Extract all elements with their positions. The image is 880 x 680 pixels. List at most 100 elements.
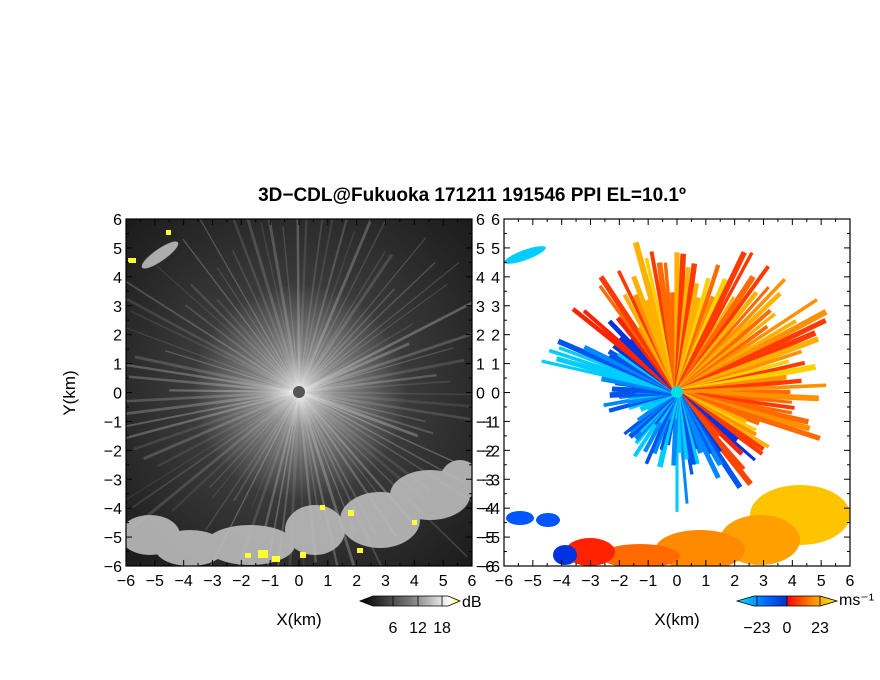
y-tick-label-right: 4 bbox=[476, 270, 485, 287]
reflectivity-ray bbox=[297, 219, 348, 393]
y-tick-label: −5 bbox=[104, 530, 122, 547]
x-tick-label: 1 bbox=[701, 573, 710, 590]
y-tick-label-right: −6 bbox=[476, 559, 494, 576]
x-tick-label: 3 bbox=[381, 573, 390, 590]
y-tick-label: 3 bbox=[491, 299, 500, 316]
reflectivity-ray bbox=[260, 222, 300, 393]
y-tick-label: 5 bbox=[113, 241, 122, 258]
strong-echo-spots bbox=[128, 230, 417, 562]
y-tick-label: 0 bbox=[113, 386, 122, 403]
y-tick-label: −6 bbox=[104, 559, 122, 576]
reflectivity-ray bbox=[126, 280, 300, 393]
x-tick-label: −6 bbox=[495, 573, 513, 590]
y-tick-label: −5 bbox=[482, 530, 500, 547]
reflectivity-ray bbox=[251, 391, 300, 508]
y-tick-label: 0 bbox=[491, 386, 500, 403]
reflectivity-ray bbox=[190, 283, 300, 393]
y-axis-title-left: Y(km) bbox=[60, 370, 79, 415]
reflectivity-ray bbox=[298, 390, 472, 408]
colorbar-tick-label: 23 bbox=[811, 620, 829, 637]
reflectivity-ray bbox=[298, 391, 434, 435]
reflectivity-ray bbox=[184, 304, 300, 393]
reflectivity-ray bbox=[298, 391, 472, 396]
velocity-rays bbox=[541, 241, 828, 512]
reflectivity-ray bbox=[266, 391, 300, 566]
y-tick-label: −3 bbox=[104, 472, 122, 489]
x-tick-label: −3 bbox=[203, 573, 221, 590]
reflectivity-ray bbox=[298, 390, 419, 438]
y-tick-label-right: 1 bbox=[476, 357, 485, 374]
reflectivity-ray bbox=[169, 389, 300, 394]
y-tick-label-right: 5 bbox=[476, 241, 485, 258]
x-tick-label: −3 bbox=[581, 573, 599, 590]
reflectivity-ray bbox=[298, 373, 437, 394]
reflectivity-ray bbox=[126, 363, 300, 394]
velocity-colorbar: −23 0 23 ms⁻¹ bbox=[735, 592, 874, 637]
y-tick-label: −2 bbox=[104, 443, 122, 460]
colorbar-unit-right: ms⁻¹ bbox=[839, 592, 874, 609]
x-tick-label: −1 bbox=[261, 573, 279, 590]
y-tick-label: 4 bbox=[113, 270, 122, 287]
x-axis-title-left: X(km) bbox=[276, 610, 321, 629]
reflectivity-ray bbox=[267, 219, 301, 393]
reflectivity-ray bbox=[126, 390, 300, 416]
y-tick-label: −1 bbox=[482, 414, 500, 431]
reflectivity-ray bbox=[133, 390, 300, 451]
y-tick-label: −4 bbox=[482, 501, 500, 518]
reflectivity-ray bbox=[263, 391, 301, 529]
y-tick-label-right: −4 bbox=[476, 501, 494, 518]
reflectivity-ray bbox=[297, 391, 356, 566]
y-tick-label-right: −3 bbox=[476, 472, 494, 489]
reflectivity-ray bbox=[143, 390, 300, 460]
colorbar-gradient-left bbox=[358, 595, 462, 607]
reflectivity-ray bbox=[298, 219, 324, 393]
y-tick-label: 5 bbox=[491, 241, 500, 258]
reflectivity-ray bbox=[297, 253, 394, 393]
chart-title: 3D−CDL@Fukuoka 171211 191546 PPI EL=10.1… bbox=[258, 185, 686, 206]
x-tick-label: −5 bbox=[524, 573, 542, 590]
reflectivity-ray bbox=[216, 267, 300, 393]
x-tick-label: 0 bbox=[295, 573, 304, 590]
reflectivity-ray bbox=[282, 226, 300, 393]
reflectivity-ray bbox=[205, 391, 300, 531]
reflectivity-ray bbox=[298, 358, 465, 394]
y-tick-label: 2 bbox=[491, 328, 500, 345]
reflectivity-ray bbox=[246, 219, 301, 393]
y-tick-label: −2 bbox=[482, 443, 500, 460]
reflectivity-ray bbox=[211, 391, 300, 499]
x-tick-label: −6 bbox=[117, 573, 135, 590]
y-tick-label: 2 bbox=[113, 328, 122, 345]
reflectivity-ray bbox=[130, 390, 300, 530]
reflectivity-rays bbox=[126, 219, 472, 566]
y-tick-label-right: 3 bbox=[476, 299, 485, 316]
colorbar-tick-label: 6 bbox=[389, 620, 398, 637]
reflectivity-ray bbox=[131, 391, 300, 509]
reflectivity-ray bbox=[298, 322, 414, 393]
reflectivity-ray bbox=[298, 391, 468, 557]
reflectivity-ray bbox=[126, 391, 300, 501]
velocity-ray bbox=[676, 383, 827, 394]
reflectivity-ray bbox=[298, 288, 395, 393]
reflectivity-ray bbox=[298, 391, 430, 491]
x-tick-label: 2 bbox=[730, 573, 739, 590]
y-tick-label: 4 bbox=[491, 270, 500, 287]
x-tick-label: 4 bbox=[410, 573, 419, 590]
reflectivity-ray bbox=[171, 391, 300, 512]
reflectivity-panel: −6 −5 −4 −3 −2 −1 0 1 2 3 4 5 6−6 −6−5 −5−4 −4−3 −3−2 −2−… bbox=[104, 212, 495, 590]
reflectivity-ray bbox=[232, 219, 301, 393]
reflectivity-ray bbox=[298, 391, 472, 503]
y-tick-label: 6 bbox=[113, 212, 122, 229]
reflectivity-ray bbox=[126, 327, 300, 393]
reflectivity-ray bbox=[126, 390, 300, 403]
x-tick-label: 3 bbox=[759, 573, 768, 590]
x-tick-label: 5 bbox=[439, 573, 448, 590]
reflectivity-ray bbox=[232, 250, 300, 393]
radar-origin-left bbox=[293, 386, 305, 398]
reflectivity-ray bbox=[153, 262, 300, 393]
reflectivity-ray bbox=[126, 391, 300, 428]
reflectivity-ray bbox=[296, 219, 301, 393]
reflectivity-colorbar: 6 12 18 dB bbox=[358, 594, 482, 637]
reflectivity-ray bbox=[126, 390, 300, 440]
reflectivity-ray bbox=[164, 350, 300, 393]
reflectivity-ray bbox=[298, 301, 472, 394]
